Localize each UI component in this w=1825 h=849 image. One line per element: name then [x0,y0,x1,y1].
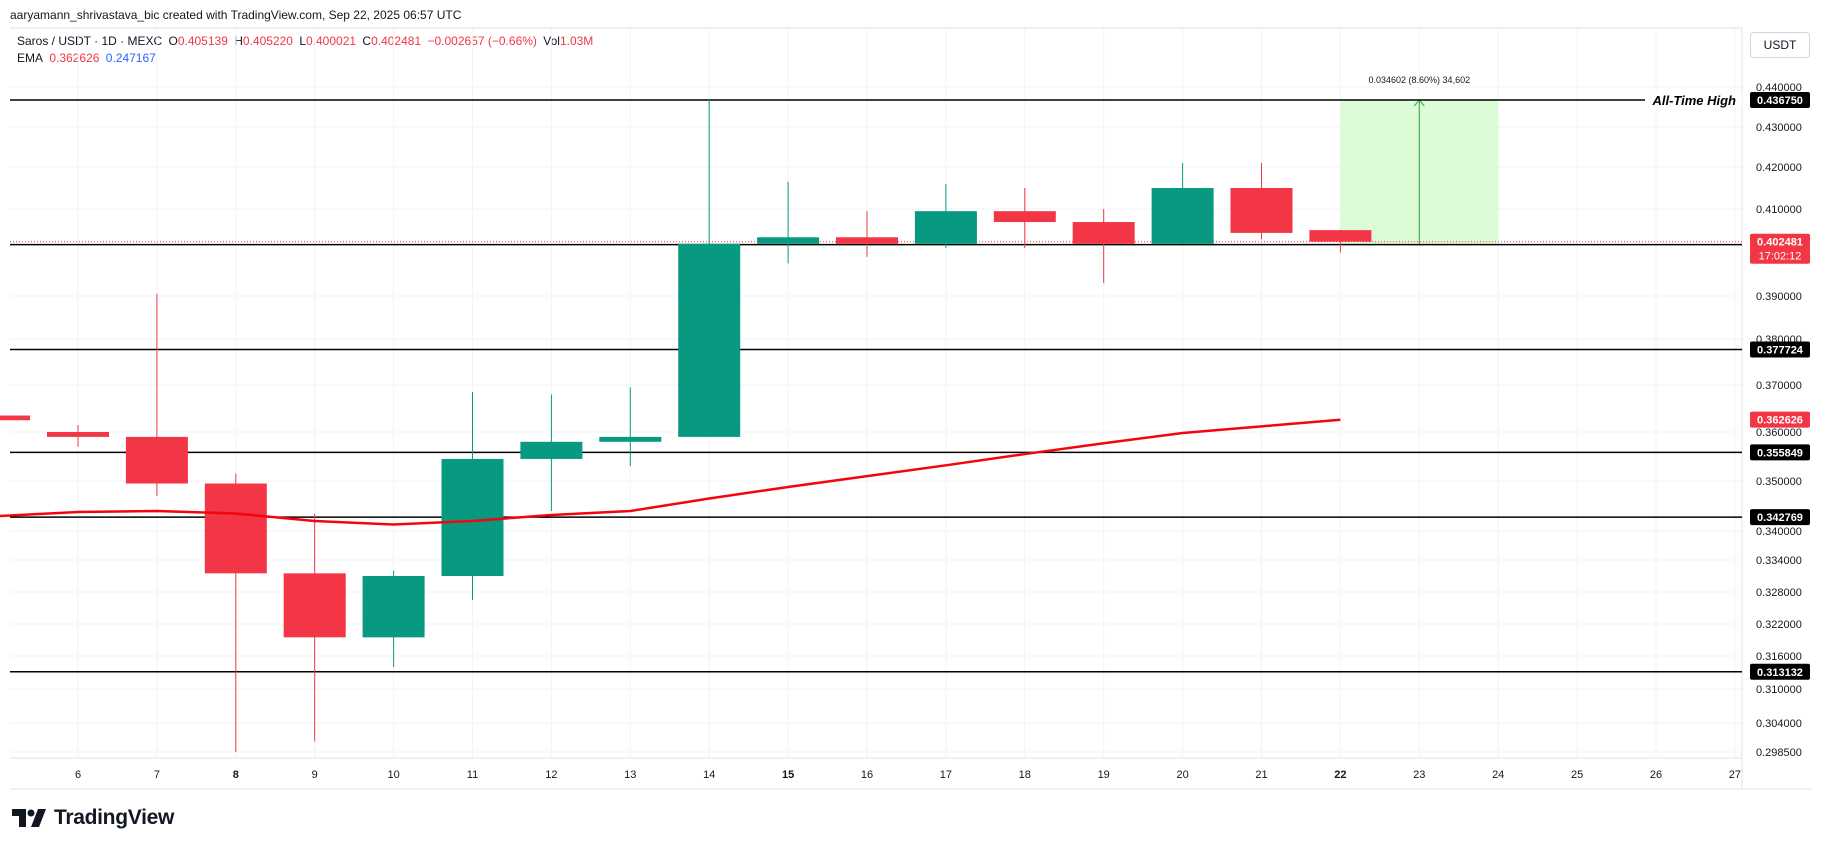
high-value: 0.405220 [242,34,293,48]
candle-body [441,458,504,576]
ema-value-1: 0.362626 [49,51,100,65]
symbol-legend: Saros / USDT · 1D · MEXC O0.405139 H0.40… [17,34,596,48]
candle-body [757,237,820,244]
level-price-tag [1750,509,1810,526]
candle-body [678,243,741,437]
candle-body [599,436,662,442]
price-axis-tick: 0.304000 [1756,718,1802,730]
ema-price-tag [1750,411,1810,428]
price-axis-tick: 0.310000 [1756,684,1802,696]
level-price-tag [1750,341,1810,358]
price-axis-tick: 0.440000 [1756,82,1802,94]
time-axis-tick: 23 [1413,769,1425,781]
level-price-tag-label: 0.313132 [1757,667,1803,679]
price-axis-tick: 0.322000 [1756,619,1802,631]
candle-body [283,573,346,638]
price-axis-tick: 0.316000 [1756,651,1802,663]
time-axis-tick: 20 [1176,769,1188,781]
time-axis-tick: 22 [1334,769,1346,781]
ema-line [0,418,1341,526]
close-label: C [362,34,372,48]
ath-annotation-bg [1645,92,1742,108]
level-price-tag-label: 0.355849 [1757,447,1803,459]
candle-body [0,415,31,421]
change-value: −0.002657 (−0.66%) [427,34,537,48]
high-label: H [234,34,243,48]
projection-label: 0.034602 (8.60%) 34,602 [1369,75,1471,85]
price-axis-tick: 0.390000 [1756,291,1802,303]
currency-button[interactable]: USDT [1750,32,1810,58]
time-axis-tick: 18 [1019,769,1031,781]
brand-logo[interactable]: TradingView [12,806,174,830]
ema-label: EMA [17,51,44,65]
price-axis-tick: 0.340000 [1756,526,1802,538]
candle-body [204,483,267,574]
volume-value: 1.03M [559,34,594,48]
ath-annotation: All-Time High [1651,93,1736,108]
level-price-tag [1750,663,1810,680]
time-axis-tick: 16 [861,769,873,781]
time-axis-tick: 13 [624,769,636,781]
close-value: 0.402481 [371,34,422,48]
last-price-tag [1750,233,1810,264]
time-axis-tick: 12 [545,769,557,781]
price-chart[interactable]: 0.034602 (8.60%) 34,602 6 7 8 9 10 11 12 13 14 15 1… [0,0,1825,800]
time-axis-tick: 19 [1098,769,1110,781]
low-label: L [299,34,306,48]
tradingview-logo-icon [12,809,46,827]
ema-price-tag-label: 0.362626 [1757,415,1803,427]
time-axis-tick: 15 [782,769,794,781]
candle-body [520,441,583,459]
brand-name: TradingView [54,806,175,829]
time-axis-tick: 6 [75,769,81,781]
time-axis-tick: 27 [1729,769,1741,781]
level-price-tag-label: 0.436750 [1757,95,1803,107]
low-value: 0.400021 [306,34,357,48]
candle-body [47,432,109,437]
level-price-tag-label: 0.342769 [1757,512,1803,524]
last-price-tag-label: 0.402481 [1757,237,1803,249]
time-axis-tick: 9 [312,769,318,781]
price-axis-tick: 0.410000 [1756,204,1802,216]
time-axis-tick: 10 [387,769,399,781]
time-axis-tick: 24 [1492,769,1504,781]
level-price-tag-label: 0.377724 [1757,344,1804,356]
time-axis-tick: 17 [940,769,952,781]
candle-body [1309,230,1372,242]
time-axis-tick: 26 [1650,769,1662,781]
candle-body [1151,188,1214,244]
price-axis-tick: 0.350000 [1756,476,1802,488]
price-axis-tick: 0.370000 [1756,380,1802,392]
time-axis-tick: 7 [154,769,160,781]
candle-body [1072,222,1135,244]
ema-legend[interactable]: EMA 0.362626 0.247167 [17,51,159,65]
open-value: 0.405139 [177,34,228,48]
time-axis-tick: 11 [467,769,478,781]
symbol-name[interactable]: Saros / USDT · 1D · MEXC [17,34,163,48]
time-axis-tick: 14 [703,769,715,781]
price-axis-tick: 0.360000 [1756,427,1802,439]
bar-countdown: 17:02:12 [1759,251,1802,263]
chart-credit: aaryamann_shrivastava_bic created with T… [10,8,462,22]
time-axis-tick: 21 [1255,769,1267,781]
price-axis-tick: 0.430000 [1756,122,1802,134]
price-axis-tick: 0.334000 [1756,555,1802,567]
candle-body [914,211,977,244]
open-label: O [168,34,178,48]
ema-value-2: 0.247167 [105,51,156,65]
price-axis-tick: 0.420000 [1756,162,1802,174]
candle-body [362,576,425,638]
candle-body [125,436,188,484]
level-price-tag [1750,444,1810,461]
price-axis-tick: 0.298500 [1756,747,1802,759]
level-price-tag [1750,92,1810,108]
candle-body [1230,188,1293,233]
candle-body [836,237,898,244]
time-axis-tick: 8 [233,769,239,781]
candle-body [993,211,1056,223]
price-axis-tick: 0.328000 [1756,587,1802,599]
time-axis-tick: 25 [1571,769,1583,781]
